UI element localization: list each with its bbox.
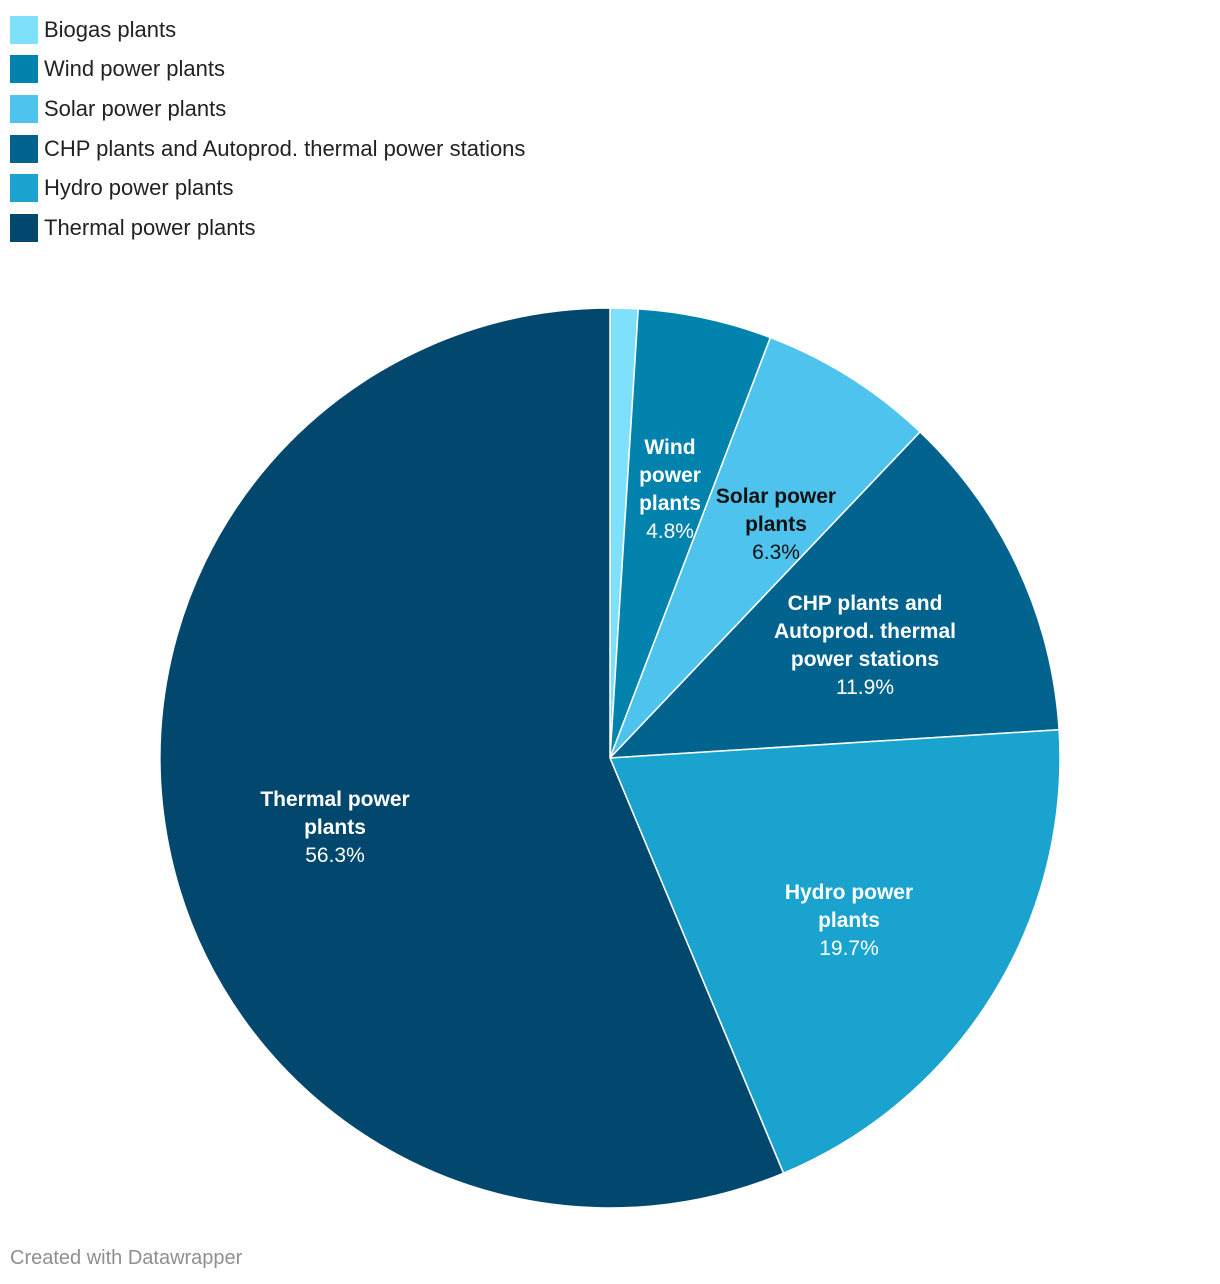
pie-slice [608, 430, 1060, 759]
slice-label-name: Hydro power [785, 881, 913, 904]
legend-swatch [10, 94, 38, 123]
slice-label-value: 56.3% [305, 844, 365, 867]
slice-label-name: plants [639, 492, 701, 515]
legend-swatch [10, 134, 38, 163]
slice-label-name: Autoprod. thermal [774, 620, 956, 643]
credit-text: Created with Datawrapper [10, 1247, 243, 1269]
legend-label: Thermal power plants [44, 214, 256, 240]
pie-slice [608, 728, 1061, 1175]
legend-label: CHP plants and Autoprod. thermal power s… [44, 135, 526, 161]
legend-label: Solar power plants [44, 95, 227, 121]
legend-item-thermal: Thermal power plants [10, 208, 525, 248]
slice-label-name: Solar power [716, 485, 836, 508]
pie-labels: Wind power plants 4.8% Solar power plants 6.3%… [260, 436, 956, 960]
slice-label-name: Thermal power [260, 788, 409, 811]
legend-item-biogas: Biogas plants [10, 10, 525, 50]
slice-label-name: plants [745, 513, 807, 536]
slice-label-name: plants [304, 816, 366, 839]
legend-label: Biogas plants [44, 16, 177, 42]
legend-swatch [10, 213, 38, 242]
pie-slices [159, 307, 1061, 1209]
legend-item-wind: Wind power plants [10, 50, 525, 90]
slice-label: Solar power plants 6.3% [716, 485, 836, 564]
slice-label-name: power stations [791, 648, 939, 671]
slice-label-value: 6.3% [752, 541, 800, 564]
legend-label: Wind power plants [44, 56, 225, 82]
legend: Biogas plants Wind power plants Solar po… [10, 10, 525, 248]
legend-swatch [10, 174, 38, 203]
slice-label: Wind power plants 4.8% [639, 436, 701, 543]
legend-item-hydro: Hydro power plants [10, 168, 525, 208]
slice-label: Thermal power plants 56.3% [260, 788, 409, 867]
slice-label-value: 19.7% [819, 937, 879, 960]
slice-label-name: plants [818, 909, 880, 932]
slice-label-value: 11.9% [836, 676, 894, 699]
slice-label-name: power [639, 464, 701, 487]
legend-item-chp: CHP plants and Autoprod. thermal power s… [10, 129, 525, 169]
legend-item-solar: Solar power plants [10, 89, 525, 129]
pie-slice [159, 307, 785, 1209]
slice-label-name: CHP plants and [788, 592, 943, 615]
legend-label: Hydro power plants [44, 175, 234, 201]
slice-label: CHP plants and Autoprod. thermal power sta… [774, 592, 956, 699]
slice-label-value: 4.8% [646, 520, 694, 543]
slice-label: Hydro power plants 19.7% [785, 881, 913, 960]
pie-slice [609, 336, 922, 759]
slice-label-name: Wind [644, 436, 695, 459]
legend-swatch [10, 15, 38, 44]
legend-swatch [10, 55, 38, 84]
